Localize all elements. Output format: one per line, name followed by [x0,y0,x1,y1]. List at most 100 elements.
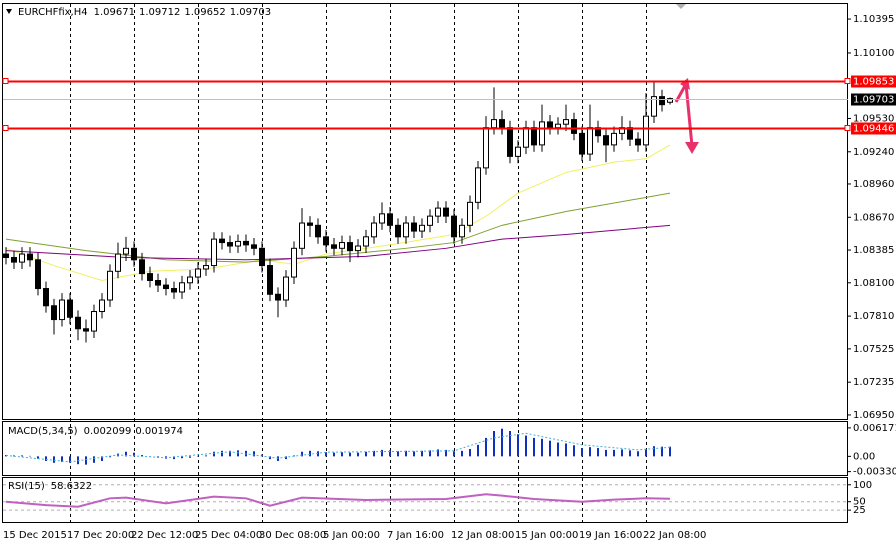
candle-body [107,270,113,301]
candle-body [67,299,73,318]
candle-body [219,238,225,244]
candle-body [43,288,49,307]
header-value: 1.09652 [184,7,225,18]
menu-triangle[interactable] [6,9,12,14]
header-value: 0.002099 [84,426,132,437]
header-value: 1.09712 [139,7,180,18]
moving-average [5,224,671,261]
x-tick-label: 12 Jan 08:00 [451,530,514,541]
candle-body [587,127,593,155]
candle-body [51,305,57,321]
candle-body [531,127,537,146]
candle-body [483,127,489,169]
shift-marker[interactable] [676,4,686,9]
y-tick-label: 1.07235 [853,377,894,388]
candle-body [427,215,433,226]
candle-body [395,224,401,238]
x-tick-label: 7 Jan 16:00 [387,530,444,541]
candle-body [283,276,289,301]
y-tick-label: 1.06950 [853,410,894,421]
candle-body [659,96,665,106]
candle-body [331,244,337,249]
candle-body [195,268,201,278]
candle-body [251,244,257,249]
candle-body [339,242,345,249]
candle-body [259,247,265,267]
header-value: 1.09671 [94,7,135,18]
level-label: 1.09853 [853,77,894,88]
candle-body [163,284,169,290]
chart-title: EURCHFfix,H4 [18,7,88,18]
y-tick-label: 25 [853,505,866,516]
candle-body [19,253,25,263]
candle-body [171,288,177,293]
x-tick-label: 30 Dec 08:00 [259,530,326,541]
y-tick-label: 1.07810 [853,311,894,322]
candle-body [347,242,353,252]
candle-body [571,119,577,134]
x-tick-label: 22 Dec 12:00 [131,530,198,541]
candle-body [555,123,561,129]
y-tick-label: 1.10395 [853,14,894,25]
header-value: 58.6322 [51,481,92,492]
arrow-down [684,83,694,147]
candle-body [403,222,409,238]
level-label: 1.09703 [853,95,894,106]
level-label-box [851,75,896,88]
y-tick-label: 1.08385 [853,245,894,256]
level-label-box [851,122,896,135]
x-tick-label: 19 Jan 16:00 [579,530,642,541]
candle-body [179,282,185,293]
candle-body [643,115,649,146]
rsi-line [5,493,671,508]
candle-body [275,293,281,301]
x-tick-label: 15 Dec 2015 [3,530,67,541]
candle-body [59,299,65,321]
candle-body [451,215,457,238]
y-tick-label: -0.003308 [853,467,896,478]
y-tick-label: 1.08670 [853,212,894,223]
header-value: 1.09703 [230,7,271,18]
candle-body [299,222,305,249]
candle-body [203,265,209,270]
y-tick-label: 1.08960 [853,179,894,190]
candle-body [475,167,481,203]
candle-body [611,132,617,146]
candle-body [499,119,505,129]
candle-body [139,259,145,275]
candle-body [75,316,81,330]
candle-body [435,207,441,217]
candle-body [99,299,105,313]
candle-body [211,238,217,267]
candle-body [235,240,241,247]
candle-body [443,207,449,217]
level-label: 1.09446 [853,124,894,135]
candle-body [539,121,545,146]
candle-body [363,236,369,247]
x-tick-label: 25 Dec 04:00 [195,530,262,541]
x-tick-label: 17 Dec 20:00 [67,530,134,541]
level-handle [844,78,851,84]
candle-body [91,311,97,332]
candle-body [267,265,273,295]
candle-body [355,245,361,252]
candle-body [603,135,609,146]
candle-body [419,224,425,232]
y-tick-label: 0.00 [853,451,875,462]
x-tick-label: 22 Jan 08:00 [643,530,706,541]
header-value: 0.001974 [135,426,183,437]
y-tick-label: 50 [853,497,866,508]
candle-body [667,98,673,103]
candle-body [243,240,249,246]
candle-body [467,201,473,226]
candle-body [579,132,585,155]
panel-title: RSI(15) [8,481,45,492]
arrow-head-down [685,142,699,154]
candle-body [187,276,193,284]
level-handle [2,78,9,84]
candle-body [563,119,569,125]
y-tick-label: 1.10100 [853,48,894,59]
candle-body [323,236,329,246]
candle-body [651,96,657,117]
